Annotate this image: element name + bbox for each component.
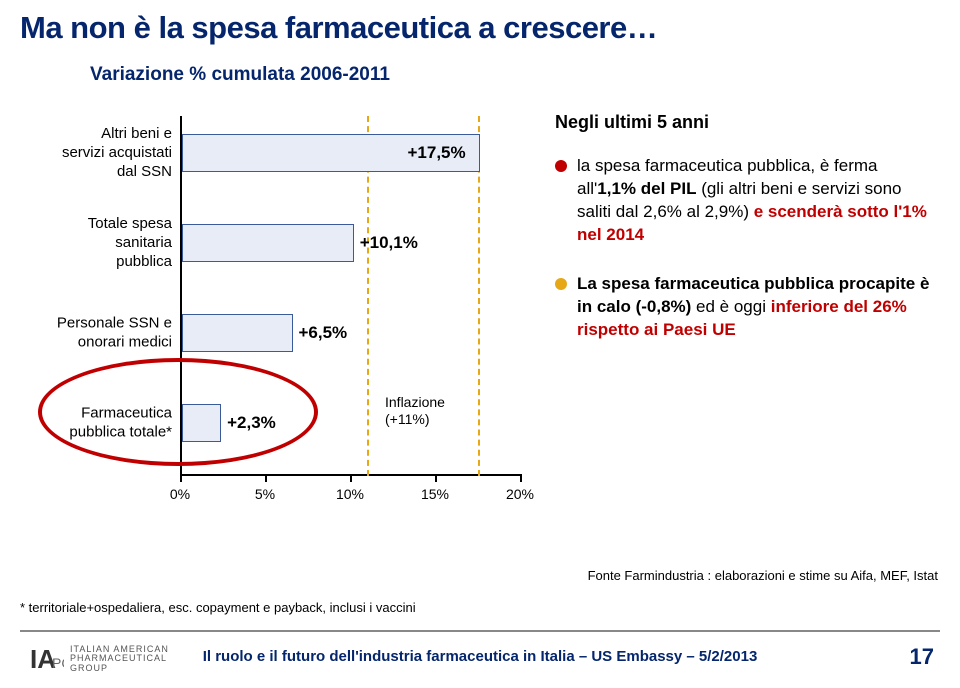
x-tick <box>520 474 522 482</box>
text-segment: ed è oggi <box>691 297 770 316</box>
footer: IA PG ITALIAN AMERICAN PHARMACEUTICAL GR… <box>0 630 960 688</box>
bar-row: Farmaceuticapubblica totale* +2,3% <box>0 396 540 450</box>
footer-center: Il ruolo e il futuro dell'industria farm… <box>0 648 960 665</box>
bar-chart: Altri beni eservizi acquistatidal SSN +17… <box>0 96 540 536</box>
bar <box>182 224 354 262</box>
x-tick-label: 20% <box>506 486 534 502</box>
bullet-list: la spesa farmaceutica pubblica, è ferma … <box>555 155 940 342</box>
x-tick <box>350 474 352 482</box>
bar <box>182 314 293 352</box>
bar-value: +17,5% <box>408 143 466 163</box>
x-tick <box>180 474 182 482</box>
inflation-annotation: Inflazione(+11%) <box>385 394 445 428</box>
bar-label: Altri beni eservizi acquistatidal SSN <box>12 125 172 181</box>
footnote: * territoriale+ospedaliera, esc. copayme… <box>20 600 416 615</box>
bullet-item: la spesa farmaceutica pubblica, è ferma … <box>555 155 940 247</box>
text-segment: 1,1% del PIL <box>597 179 696 198</box>
bullet-item: La spesa farmaceutica pubblica procapite… <box>555 273 940 342</box>
x-tick-label: 10% <box>336 486 364 502</box>
x-tick-label: 15% <box>421 486 449 502</box>
bar <box>182 404 221 442</box>
page-title: Ma non è la spesa farmaceutica a crescer… <box>0 0 960 46</box>
bar-label: Personale SSN eonorari medici <box>12 314 172 352</box>
bar-label: Farmaceuticapubblica totale* <box>12 404 172 442</box>
bar-row: Totale spesasanitariapubblica +10,1% <box>0 216 540 270</box>
subtitle: Variazione % cumulata 2006-2011 <box>0 46 960 86</box>
content-area: Altri beni eservizi acquistatidal SSN +17… <box>0 86 960 586</box>
source-note: Fonte Farmindustria : elaborazioni e sti… <box>588 568 938 583</box>
bar-value: +6,5% <box>299 323 348 343</box>
right-column: Negli ultimi 5 anni la spesa farmaceutic… <box>555 112 940 368</box>
x-tick-label: 0% <box>170 486 190 502</box>
bar-value: +10,1% <box>360 233 418 253</box>
bar-row: Altri beni eservizi acquistatidal SSN +17… <box>0 126 540 180</box>
bar-row: Personale SSN eonorari medici +6,5% <box>0 306 540 360</box>
x-tick-label: 5% <box>255 486 275 502</box>
bar-label: Totale spesasanitariapubblica <box>12 215 172 271</box>
x-tick <box>435 474 437 482</box>
text-segment: La spesa farmaceutica pubblica <box>577 274 839 293</box>
x-tick <box>265 474 267 482</box>
page-number: 17 <box>910 644 934 670</box>
footer-divider <box>20 630 940 632</box>
bar-value: +2,3% <box>227 413 276 433</box>
lead-text: Negli ultimi 5 anni <box>555 112 940 133</box>
